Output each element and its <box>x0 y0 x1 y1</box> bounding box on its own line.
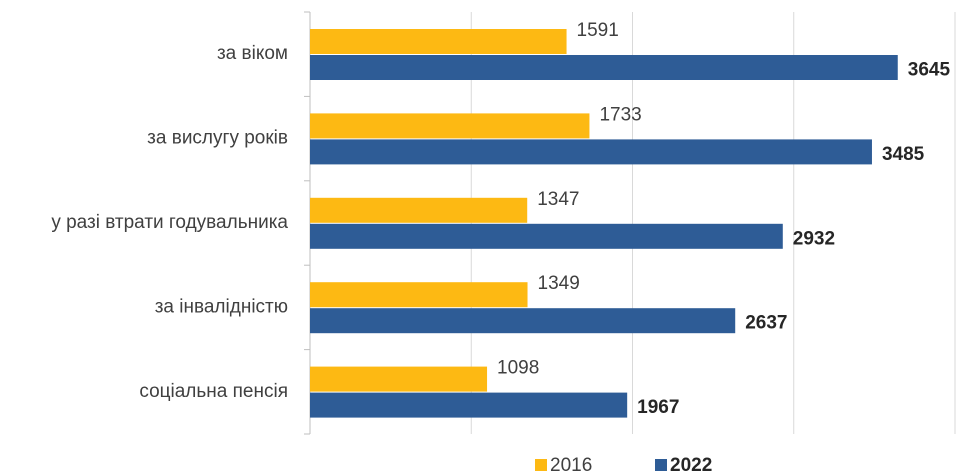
y-tick-label: за віком <box>217 43 288 64</box>
data-label: 2932 <box>793 228 835 249</box>
bar <box>310 282 528 308</box>
y-tick-label: соціальна пенсія <box>139 381 288 402</box>
bar <box>310 55 898 80</box>
bar <box>310 139 872 165</box>
legend-label: 2016 <box>550 455 592 476</box>
data-label: 2637 <box>745 313 787 334</box>
bar <box>310 29 567 54</box>
y-tick-label: за інвалідністю <box>155 296 288 317</box>
data-label: 1347 <box>537 189 579 210</box>
y-tick-label: за вислугу років <box>147 128 288 149</box>
y-tick-label: у разі втрати годувальника <box>51 212 288 233</box>
data-label: 1733 <box>599 104 641 125</box>
legend-swatch <box>535 459 547 471</box>
data-label: 3645 <box>908 60 951 81</box>
data-label: 1967 <box>637 397 679 418</box>
bar <box>310 308 736 334</box>
data-label: 1591 <box>577 20 619 41</box>
legend-label: 2022 <box>670 455 712 476</box>
bar <box>310 197 528 223</box>
data-label: 1349 <box>538 273 580 294</box>
legend-swatch <box>655 459 667 471</box>
bar <box>310 392 628 418</box>
bar <box>310 113 590 139</box>
data-label: 3485 <box>882 144 925 165</box>
bar <box>310 223 783 249</box>
bar <box>310 366 488 392</box>
data-label: 1098 <box>497 358 539 379</box>
